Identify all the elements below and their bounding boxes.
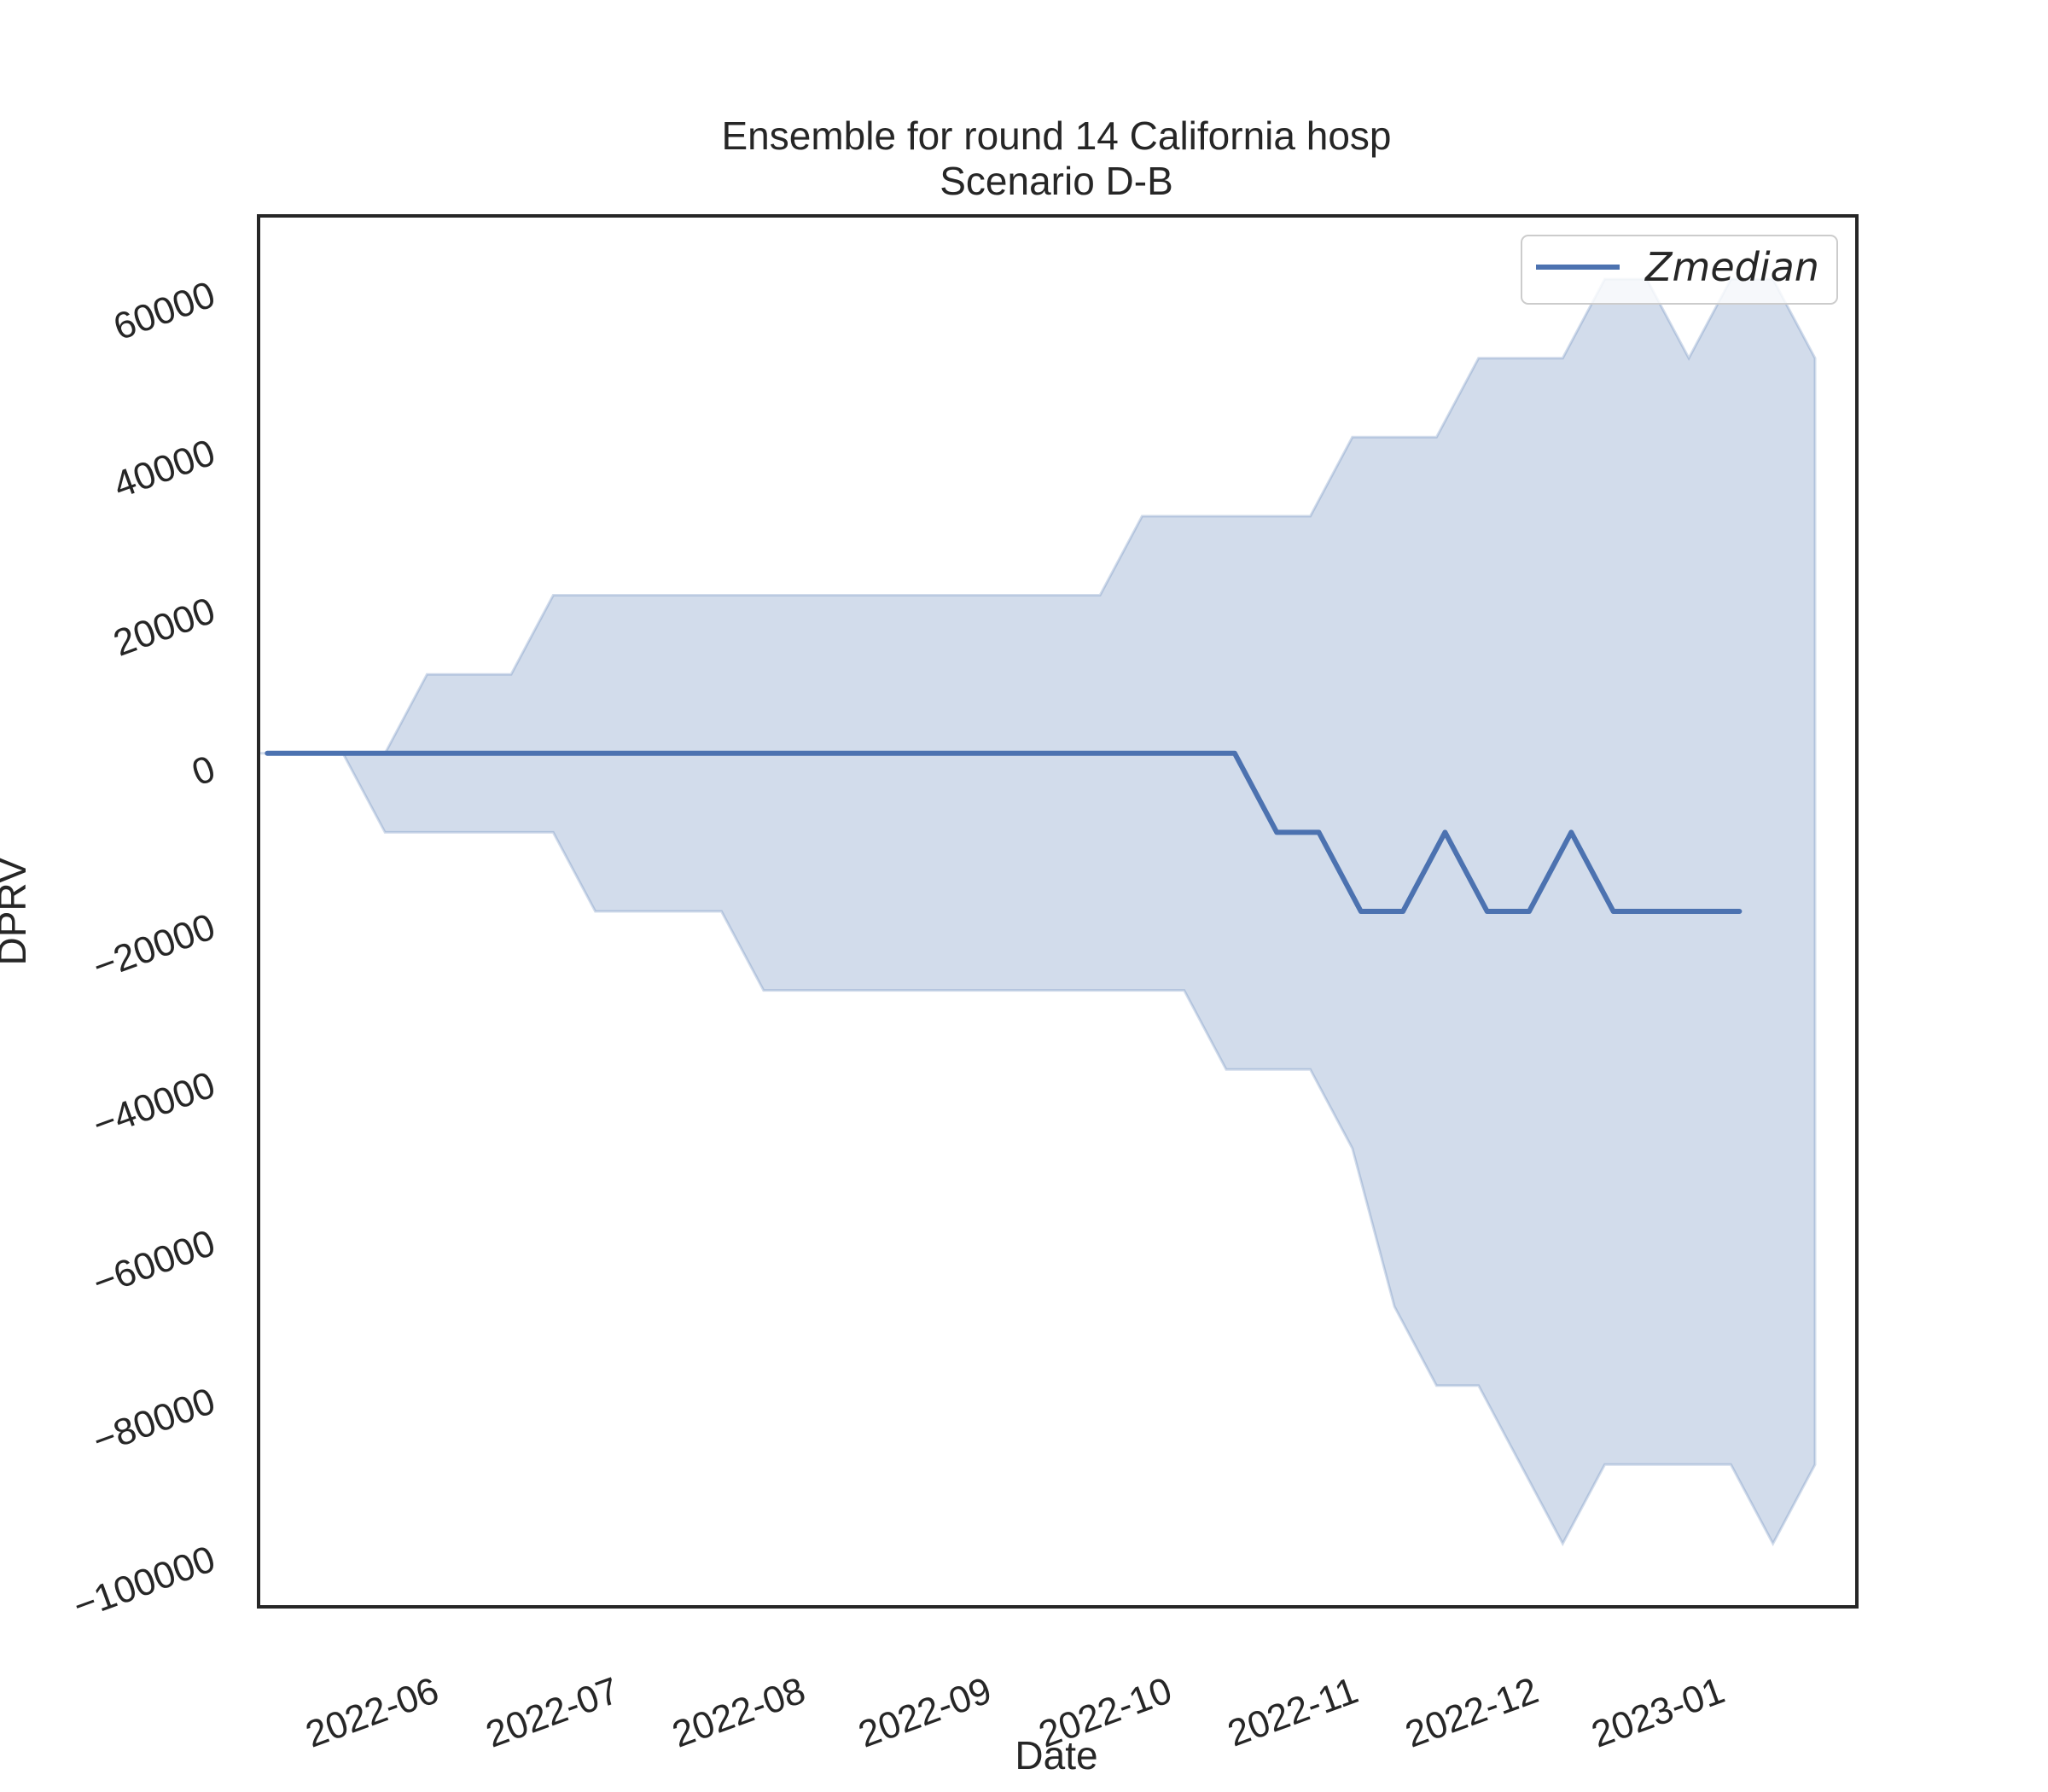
chart-subtitle: Scenario D-B	[940, 159, 1173, 203]
y-tick-label: −40000	[88, 1064, 221, 1147]
legend-label-zmedian: Zmedian	[1644, 244, 1819, 290]
y-tick-label: −80000	[88, 1380, 221, 1463]
y-axis-label: DPRV	[0, 857, 34, 965]
confidence-band	[259, 277, 1817, 1547]
x-tick-label: 2023-01	[1586, 1669, 1731, 1755]
y-tick-label: 60000	[108, 273, 221, 348]
plot-frame	[257, 214, 1859, 1609]
x-tick-label: 2022-07	[480, 1669, 625, 1755]
x-tick-label: 2022-11	[1222, 1669, 1363, 1754]
series-line-zmedian	[265, 750, 1743, 914]
plot-area	[259, 277, 1817, 1547]
x-tick-label: 2022-09	[853, 1669, 998, 1755]
legend: Zmedian	[1521, 235, 1838, 305]
legend-box	[1521, 235, 1838, 305]
x-tick-label: 2022-12	[1400, 1669, 1545, 1755]
y-axis-ticks: 60000 40000 20000 0 −20000 −40000 −60000 −80000…	[68, 273, 221, 1627]
y-tick-label: 20000	[108, 590, 221, 665]
chart-title: Ensemble for round 14 California hosp	[721, 113, 1391, 158]
x-axis-label: Date	[1015, 1733, 1097, 1777]
y-tick-label: −20000	[88, 905, 221, 988]
x-tick-label: 2022-06	[300, 1669, 445, 1755]
x-tick-label: 2022-08	[667, 1669, 812, 1755]
y-tick-label: 40000	[108, 432, 221, 507]
y-tick-label: −60000	[88, 1222, 221, 1305]
y-tick-label: −100000	[68, 1538, 221, 1627]
y-tick-label: 0	[187, 748, 221, 794]
